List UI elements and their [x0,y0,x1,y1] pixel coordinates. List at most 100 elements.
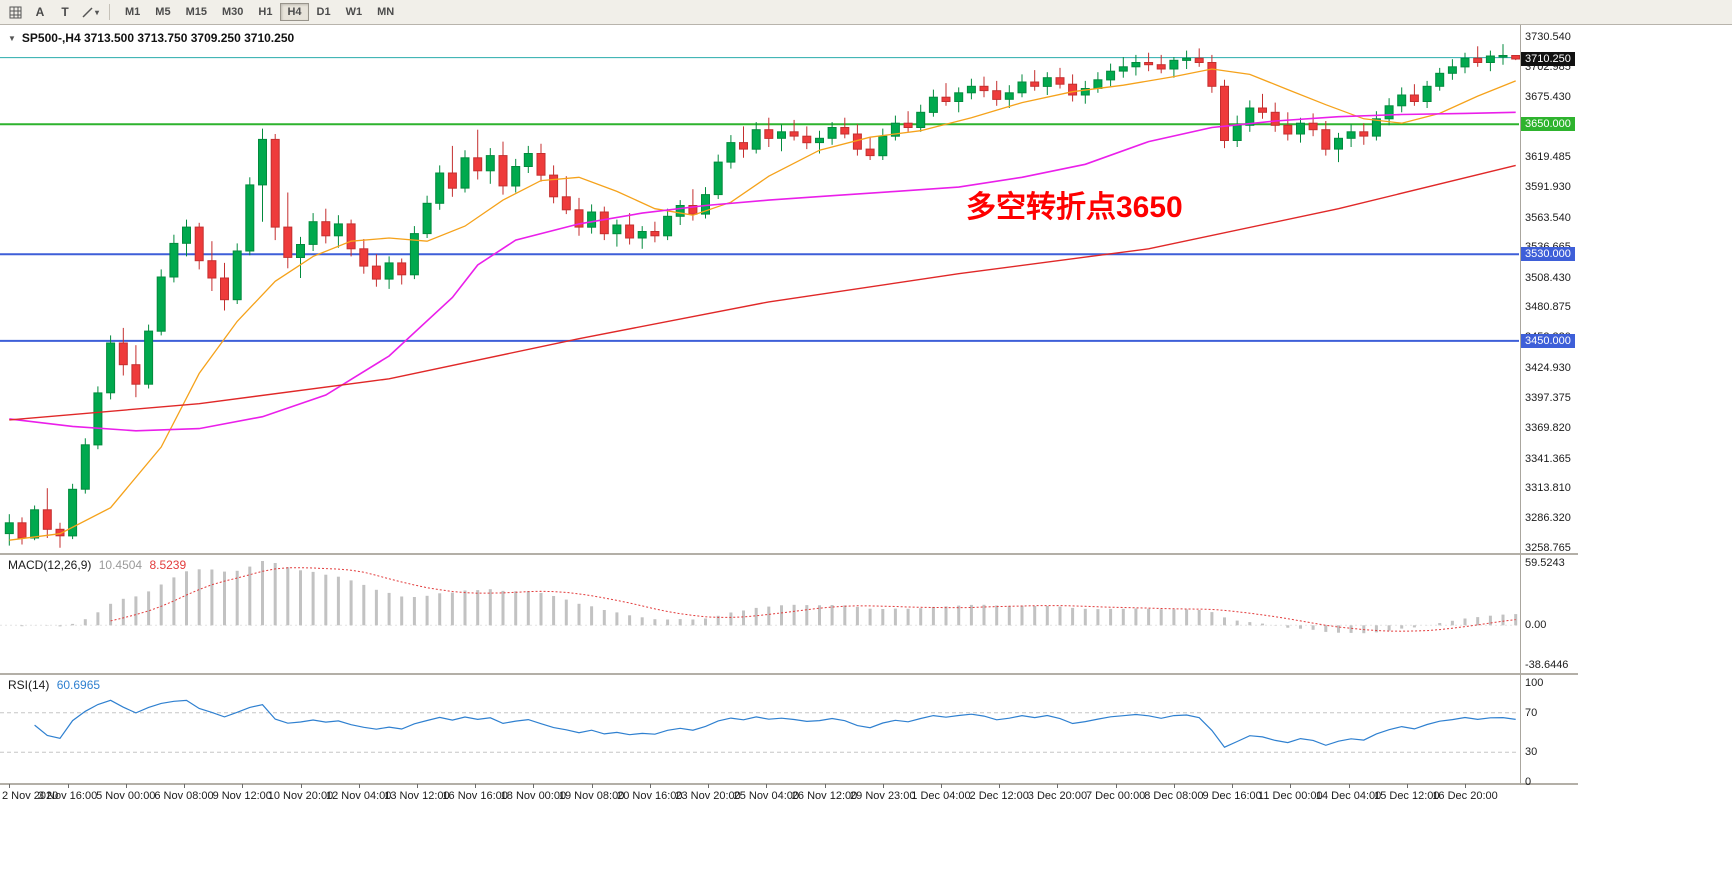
price-tick-label: 3508.430 [1525,271,1571,284]
timeframe-w1[interactable]: W1 [339,3,370,21]
price-tag: 3530.000 [1521,247,1575,262]
annotation-text: 多空转折点3650 [966,191,1183,224]
collapse-arrow-icon[interactable]: ▼ [8,33,16,43]
time-tick [882,784,884,788]
time-label: 3 Dec 20:00 [1027,790,1088,802]
rsi-canvas[interactable] [0,675,1520,783]
time-label: 9 Dec 16:00 [1202,790,1262,802]
time-tick [125,784,127,788]
time-tick [1115,784,1117,788]
timeframe-mn[interactable]: MN [370,3,401,21]
price-tick-label: 3369.820 [1525,421,1571,434]
time-label: 29 Nov 23:00 [850,790,916,802]
time-tick [416,784,418,788]
time-label: 8 Dec 08:00 [1144,790,1204,802]
toolbar-separator [109,4,110,20]
time-label: 9 Nov 12:00 [212,790,272,802]
price-tick-label: 3563.540 [1525,211,1571,224]
rsi-axis-label: 30 [1525,746,1538,759]
time-tick [1290,784,1292,788]
ma-mid-magenta [9,111,1516,432]
panel-divider-macd[interactable] [0,553,1578,555]
cursor-tool-icon[interactable]: A [35,5,45,19]
time-tick [533,784,535,788]
price-tick-label: 3286.320 [1525,512,1571,525]
time-label: 1 Dec 04:00 [911,790,971,802]
time-label: 2 Nov 2020 [2,790,59,802]
rsi-label: RSI(14) 60.6965 [8,678,104,692]
time-label: 2 Dec 12:00 [969,790,1029,802]
panel-divider-rsi[interactable] [0,673,1578,675]
time-label: 20 Nov 16:00 [617,790,683,802]
time-label: 6 Nov 08:00 [154,790,214,802]
panel-divider-time [0,783,1578,785]
rsi-name: RSI(14) [8,678,50,692]
price-axis[interactable]: 3730.5403702.9853675.4303647.8753619.485… [1521,0,1732,895]
timeframe-m1[interactable]: M1 [118,3,147,21]
price-tick-label: 3258.765 [1525,542,1571,554]
time-label: 26 Nov 12:00 [791,790,858,802]
time-label: 16 Nov 16:00 [442,790,508,802]
toolbar: A T ▾ M1 M5 M15 M30 H1 H4 D1 W1 MN [0,0,1732,25]
rsi-axis-label: 0 [1525,776,1532,788]
symbol-ohlc-text: SP500-,H4 3713.500 3713.750 3709.250 371… [21,31,295,45]
macd-main-value: 10.4504 [98,558,143,572]
time-label: 10 Nov 20:00 [267,790,334,802]
price-tick-label: 3480.875 [1525,301,1571,314]
price-tick-label: 3313.810 [1525,482,1571,495]
candles-layer [4,44,1520,548]
timeframe-group: M1 M5 M15 M30 H1 H4 D1 W1 MN [118,3,401,21]
rsi-axis-label: 70 [1525,706,1538,719]
price-tick-label: 3341.365 [1525,452,1571,465]
macd-name: MACD(12,26,9) [8,558,92,572]
time-label: 3 Nov 16:00 [37,790,98,802]
macd-signal-value: 8.5239 [149,558,187,572]
timeframe-d1[interactable]: D1 [310,3,338,21]
time-tick [184,784,185,788]
time-tick [708,784,710,788]
time-tick [649,784,651,788]
time-axis[interactable]: 2 Nov 2020 3 Nov 16:00 5 Nov 00:00 6 Nov 08… [0,784,1520,810]
price-tick-label: 3424.930 [1525,362,1571,375]
chart-title-bar: ▼ SP500-,H4 3713.500 3713.750 3709.250 3… [8,31,294,45]
rsi-line [34,699,1516,748]
time-tick [300,784,302,788]
time-label: 11 Dec 00:00 [1258,790,1323,802]
macd-axis-label: 0.00 [1525,619,1547,632]
time-label: 7 Dec 00:00 [1085,790,1146,802]
price-tick-label: 3675.430 [1525,90,1571,103]
dropdown-caret-icon: ▾ [94,7,99,17]
time-tick [591,784,593,788]
time-label: 5 Nov 00:00 [96,790,156,802]
time-label: 25 Nov 04:00 [733,790,800,802]
time-tick [358,784,360,788]
time-tick [9,784,11,788]
timeframe-h1[interactable]: H1 [251,3,279,21]
macd-canvas[interactable] [0,555,1520,673]
chart-grid-icon[interactable] [4,3,26,21]
price-tick-label: 3619.485 [1525,151,1571,164]
rsi-axis-label: 100 [1525,677,1544,689]
price-tick-label: 3397.375 [1525,391,1571,404]
line-tool-icon[interactable]: ▾ [79,3,101,21]
time-label: 16 Dec 20:00 [1432,790,1498,802]
timeframe-m15[interactable]: M15 [179,3,214,21]
ma-slow-red [9,164,1516,421]
text-tool-icon[interactable]: T [61,5,69,19]
price-tick-label: 3591.930 [1525,181,1571,194]
timeframe-h4[interactable]: H4 [280,3,309,21]
time-tick [1465,784,1466,788]
time-label: 15 Dec 12:00 [1374,790,1440,802]
rsi-value: 60.6965 [56,678,101,692]
time-tick [941,784,942,788]
time-label: 12 Nov 04:00 [325,790,392,802]
time-tick [1348,784,1350,788]
time-tick [1232,784,1234,788]
time-label: 19 Nov 08:00 [558,790,625,802]
timeframe-m5[interactable]: M5 [148,3,177,21]
time-label: 23 Nov 20:00 [675,790,741,802]
timeframe-m30[interactable]: M30 [215,3,250,21]
main-chart-canvas[interactable] [0,25,1520,553]
time-label: 18 Nov 00:00 [500,790,567,802]
